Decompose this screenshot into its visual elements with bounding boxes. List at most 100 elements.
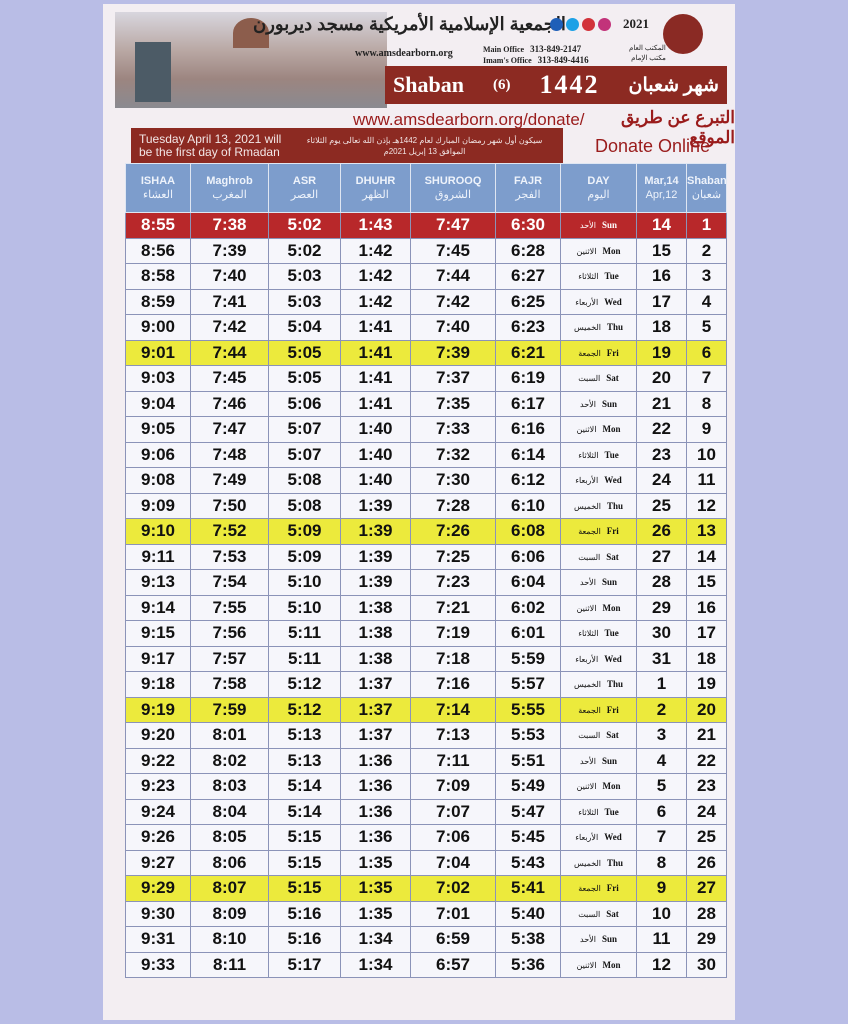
gregorian-date: 20 [636,365,687,392]
day-cell: الأربعاء Wed [560,288,637,315]
table-row: 9:14 7:55 5:10 1:38 7:21 6:02 الاثنين Mon 29 16 [125,594,727,621]
day-en: Thu [607,322,624,333]
fajr-time: 6:01 [495,620,561,647]
mosque-photo [115,12,387,108]
column-header-ar: الشروق [434,189,472,201]
fajr-time: 5:49 [495,773,561,800]
asr-time: 5:05 [268,365,341,392]
dhuhr-time: 1:36 [340,824,411,851]
gregorian-date: 11 [636,926,687,953]
asr-time: 5:12 [268,671,341,698]
dhuhr-time: 1:41 [340,365,411,392]
hijri-day: 1 [686,212,727,239]
asr-time: 5:10 [268,594,341,621]
day-en: Sun [601,398,617,409]
day-cell: الجمعة Fri [560,518,637,545]
day-ar: الأربعاء [575,833,599,843]
hijri-day: 16 [686,594,727,621]
ishaa-time: 9:33 [125,951,191,978]
dhuhr-time: 1:35 [340,900,411,927]
shurooq-time: 7:26 [410,518,496,545]
shurooq-time: 7:16 [410,671,496,698]
gregorian-date: 22 [636,416,687,443]
dhuhr-time: 1:37 [340,671,411,698]
day-en: Tue [604,806,619,817]
day-ar: الأحد [580,935,596,945]
column-header: FAJR الفجر [495,163,561,213]
hijri-day: 9 [686,416,727,443]
gregorian-date: 18 [636,314,687,341]
day-cell: الجمعة Fri [560,875,637,902]
fajr-time: 5:47 [495,798,561,825]
day-ar: الاثنين [576,603,597,613]
dhuhr-time: 1:38 [340,594,411,621]
maghrib-time: 7:57 [190,645,269,672]
asr-time: 5:15 [268,849,341,876]
maghrib-time: 7:53 [190,543,269,570]
month-banner: Shaban (6) 1442 شهر شعبان [385,66,727,104]
gregorian-date: 19 [636,339,687,366]
fajr-time: 5:40 [495,900,561,927]
day-cell: الثلاثاء Tue [560,620,637,647]
dhuhr-time: 1:42 [340,263,411,290]
shurooq-time: 6:57 [410,951,496,978]
ishaa-time: 9:05 [125,416,191,443]
column-header: SHUROOQ الشروق [410,163,496,213]
main-office-phone: 313-849-2147 [530,44,582,54]
shurooq-time: 7:35 [410,390,496,417]
fajr-time: 6:16 [495,416,561,443]
gregorian-date: 12 [636,951,687,978]
table-row: 9:26 8:05 5:15 1:36 7:06 5:45 الأربعاء Wed 7 25 [125,824,727,851]
table-row: 9:13 7:54 5:10 1:39 7:23 6:04 الأحد Sun 28 15 [125,569,727,596]
mosque-dome [233,18,269,48]
asr-time: 5:05 [268,339,341,366]
column-header: Maghrob المغرب [190,163,269,213]
maghrib-time: 8:10 [190,926,269,953]
donate-link[interactable]: www.amsdearborn.org/donate/ [353,110,585,129]
column-header-ar: Apr,12 [645,189,678,201]
ishaa-time: 9:15 [125,620,191,647]
gregorian-date: 3 [636,722,687,749]
day-ar: الأحد [580,221,596,231]
ishaa-time: 8:56 [125,237,191,264]
day-ar: الخميس [573,323,602,333]
day-ar: الاثنين [576,425,597,435]
asr-time: 5:10 [268,569,341,596]
asr-time: 5:03 [268,263,341,290]
dhuhr-time: 1:36 [340,798,411,825]
imam-office-phone: 313-849-4416 [537,55,589,65]
day-cell: الأحد Sun [560,212,637,239]
ramadan-notice: Tuesday April 13, 2021 will be the first… [131,128,563,164]
gregorian-date: 6 [636,798,687,825]
maghrib-time: 8:06 [190,849,269,876]
fajr-time: 6:04 [495,569,561,596]
day-en: Mon [602,602,621,613]
hijri-day: 23 [686,773,727,800]
column-header-en: DAY [587,175,610,187]
ishaa-time: 9:19 [125,696,191,723]
day-ar: السبت [578,374,601,384]
office-labels-arabic: المكتب العام مكتب الإمام [629,44,666,64]
shurooq-time: 7:45 [410,237,496,264]
shurooq-time: 7:18 [410,645,496,672]
hijri-day: 18 [686,645,727,672]
maghrib-time: 7:47 [190,416,269,443]
hijri-day: 22 [686,747,727,774]
maghrib-time: 8:03 [190,773,269,800]
hijri-day: 2 [686,237,727,264]
twitter-icon [566,18,579,31]
ishaa-time: 9:22 [125,747,191,774]
hijri-day: 4 [686,288,727,315]
asr-time: 5:15 [268,824,341,851]
notice-en: Tuesday April 13, 2021 will be the first… [139,132,282,159]
gregorian-date: 14 [636,212,687,239]
ishaa-time: 9:09 [125,492,191,519]
imam-office-label: Imam's Office [483,56,532,65]
ishaa-time: 9:27 [125,849,191,876]
hijri-day: 6 [686,339,727,366]
day-en: Wed [604,653,622,664]
ishaa-time: 9:23 [125,773,191,800]
day-ar: السبت [578,552,601,562]
ishaa-time: 9:24 [125,798,191,825]
day-ar: الجمعة [578,527,601,537]
